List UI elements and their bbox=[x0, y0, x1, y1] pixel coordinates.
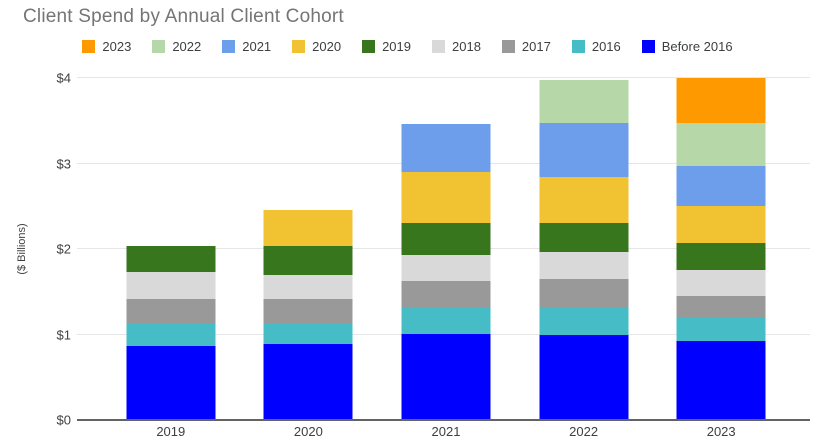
bar-stack bbox=[126, 246, 216, 420]
bar-segment-2016-of-2021 bbox=[401, 308, 491, 334]
legend-item-2020: 2020 bbox=[292, 39, 341, 54]
bar-segment-2018-of-2021 bbox=[401, 255, 491, 281]
bar-segment-2018-of-2020 bbox=[263, 274, 353, 299]
bar-segment-2017-of-2023 bbox=[676, 296, 766, 319]
legend: 2023 2022 2021 2020 2019 2018 2017 2016 Before 2… bbox=[0, 39, 815, 54]
legend-swatch bbox=[501, 40, 515, 53]
y-tick-label: $3 bbox=[56, 156, 71, 171]
legend-item-2022: 2022 bbox=[152, 39, 201, 54]
y-tick-label: $4 bbox=[56, 70, 71, 86]
legend-item-2016: 2016 bbox=[571, 39, 621, 54]
bar-segment-2019-of-2023 bbox=[676, 243, 766, 270]
bar-segment-2019-of-2021 bbox=[401, 222, 491, 256]
bar-segment-2016-of-2022 bbox=[539, 308, 629, 335]
chart-title: Client Spend by Annual Client Cohort bbox=[23, 6, 344, 27]
bar-segment-2018-of-2022 bbox=[539, 251, 629, 279]
legend-label: 2016 bbox=[591, 39, 621, 54]
bar-segment-2016-of-2019 bbox=[126, 323, 216, 346]
bar-segment-2022-of-2023 bbox=[676, 122, 766, 167]
bar-segment-2019-of-2022 bbox=[539, 222, 629, 252]
bar-group-2020 bbox=[240, 78, 378, 420]
y-tick-label: $1 bbox=[56, 327, 71, 342]
legend-item-2023: 2023 bbox=[82, 39, 131, 54]
legend-label: 2019 bbox=[382, 39, 411, 54]
legend-swatch bbox=[432, 40, 445, 53]
bar-segment-2017-of-2021 bbox=[401, 280, 491, 309]
bar-segment-2019-of-2019 bbox=[126, 246, 216, 273]
bar-segment-before-2016-of-2019 bbox=[126, 345, 216, 420]
legend-swatch bbox=[82, 40, 96, 53]
bar-stack bbox=[401, 124, 491, 420]
bar-segment-2020-of-2020 bbox=[263, 209, 353, 246]
bar-segment-2016-of-2023 bbox=[676, 318, 766, 342]
x-tick-label: 2021 bbox=[431, 424, 461, 439]
legend-swatch bbox=[152, 40, 166, 53]
bar-segment-2023-of-2023 bbox=[676, 78, 766, 123]
legend-swatch bbox=[641, 40, 655, 53]
bar-segment-2020-of-2022 bbox=[539, 177, 629, 223]
bar-segment-2016-of-2020 bbox=[263, 322, 353, 344]
legend-label: 2020 bbox=[312, 39, 342, 54]
bar-segment-2020-of-2021 bbox=[401, 172, 491, 223]
y-tick-label: $0 bbox=[56, 412, 71, 428]
bars-container bbox=[102, 78, 790, 420]
legend-item-2019: 2019 bbox=[362, 39, 411, 54]
legend-swatch bbox=[292, 40, 306, 53]
gridline bbox=[77, 77, 810, 78]
legend-label: 2021 bbox=[242, 39, 272, 54]
y-tick-label: $2 bbox=[56, 241, 71, 257]
legend-item-2017: 2017 bbox=[501, 39, 551, 54]
bar-segment-2020-of-2023 bbox=[676, 206, 766, 244]
bar-segment-2019-of-2020 bbox=[263, 245, 353, 275]
bar-stack bbox=[263, 209, 353, 420]
plot-area bbox=[77, 77, 810, 421]
bar-stack bbox=[676, 78, 766, 420]
bar-group-2021 bbox=[377, 78, 515, 420]
bar-segment-2018-of-2019 bbox=[126, 272, 216, 299]
legend-label: 2018 bbox=[452, 39, 481, 54]
bar-group-2019 bbox=[102, 78, 240, 420]
bar-group-2023 bbox=[652, 78, 790, 420]
bar-segment-before-2016-of-2020 bbox=[263, 343, 353, 420]
legend-swatch bbox=[571, 40, 585, 53]
bar-segment-2021-of-2021 bbox=[401, 124, 491, 173]
x-tick-label: 2019 bbox=[156, 424, 186, 439]
bar-segment-2017-of-2019 bbox=[126, 298, 216, 324]
x-tick-label: 2022 bbox=[569, 424, 599, 439]
bar-segment-before-2016-of-2021 bbox=[401, 333, 491, 420]
bar-segment-2021-of-2022 bbox=[539, 123, 629, 178]
legend-label: 2022 bbox=[172, 39, 202, 54]
bar-segment-2022-of-2022 bbox=[539, 79, 629, 124]
legend-label: Before 2016 bbox=[661, 39, 733, 54]
y-axis-ticks: $0 $1 $2 $3 $4 bbox=[0, 71, 71, 428]
x-tick-label: 2020 bbox=[293, 424, 323, 439]
x-axis-line bbox=[77, 419, 810, 421]
x-axis-labels: 2019 2020 2021 2022 2023 bbox=[102, 424, 790, 442]
legend-item-before-2016: Before 2016 bbox=[641, 39, 733, 54]
bar-segment-2021-of-2023 bbox=[676, 166, 766, 207]
bar-group-2022 bbox=[515, 78, 653, 420]
bar-stack bbox=[539, 79, 629, 420]
legend-label: 2017 bbox=[521, 39, 551, 54]
legend-swatch bbox=[222, 40, 236, 53]
bar-segment-before-2016-of-2023 bbox=[676, 341, 766, 420]
bar-segment-2017-of-2020 bbox=[263, 298, 353, 323]
legend-swatch bbox=[362, 40, 376, 53]
legend-item-2021: 2021 bbox=[222, 39, 271, 54]
legend-item-2018: 2018 bbox=[432, 39, 481, 54]
bar-segment-2018-of-2023 bbox=[676, 269, 766, 297]
bar-segment-before-2016-of-2022 bbox=[539, 334, 629, 420]
legend-label: 2023 bbox=[102, 39, 132, 54]
x-tick-label: 2023 bbox=[706, 424, 736, 439]
bar-segment-2017-of-2022 bbox=[539, 278, 629, 308]
